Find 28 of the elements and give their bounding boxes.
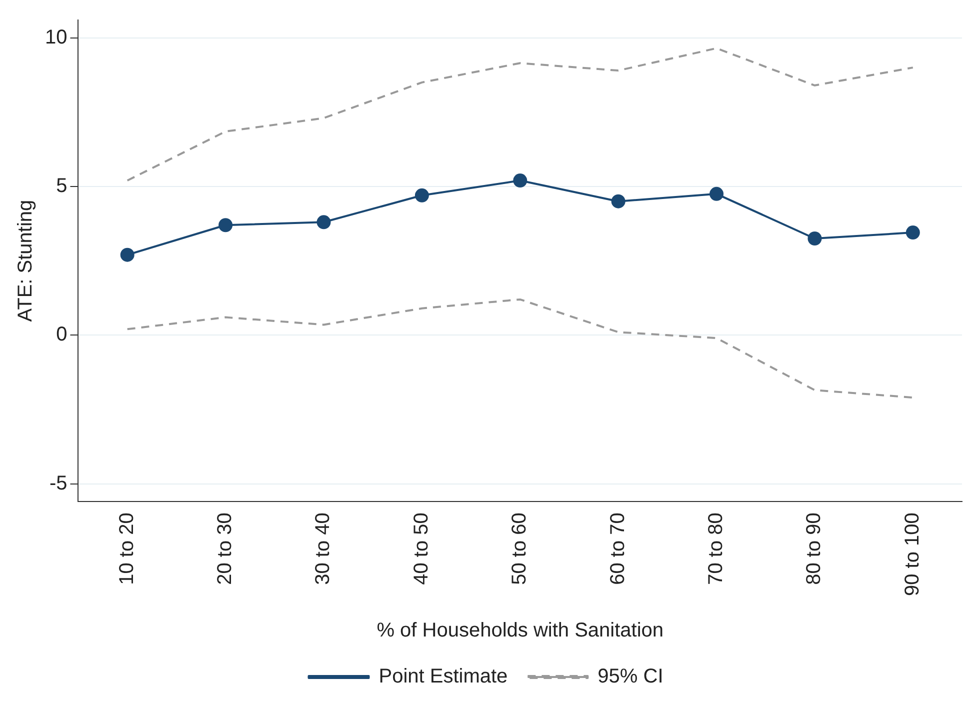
y-tick-label: 10 — [44, 26, 68, 48]
x-tick-label: 90 to 100 — [901, 512, 924, 596]
legend-label: 95% CI — [598, 666, 664, 688]
x-tick-label: 70 to 80 — [705, 512, 728, 585]
line-series — [126, 298, 914, 399]
point — [218, 218, 233, 232]
point — [414, 188, 429, 202]
point — [808, 232, 822, 246]
point — [513, 174, 528, 188]
x-tick-label: 40 to 50 — [410, 512, 432, 585]
point — [120, 248, 134, 262]
y-tick-label: 5 — [56, 174, 68, 197]
point — [611, 194, 626, 208]
y-tick-label: -5 — [49, 472, 68, 494]
y-tick-label: 0 — [56, 324, 68, 346]
point — [710, 186, 724, 201]
x-axis-title: % of Households with Sanitation — [376, 620, 664, 642]
x-tick-label: 10 to 20 — [116, 512, 138, 585]
x-tick-label: 60 to 70 — [606, 512, 629, 585]
point — [906, 226, 920, 240]
x-tick-label: 30 to 40 — [312, 512, 334, 585]
point — [316, 215, 331, 230]
x-tick-label: 20 to 30 — [214, 512, 236, 585]
x-tick-label: 50 to 60 — [508, 512, 531, 585]
y-axis-title: ATE: Stunting — [14, 200, 37, 322]
x-tick-label: 80 to 90 — [803, 512, 826, 585]
legend-label: Point Estimate — [378, 666, 508, 688]
line-series — [126, 47, 914, 182]
